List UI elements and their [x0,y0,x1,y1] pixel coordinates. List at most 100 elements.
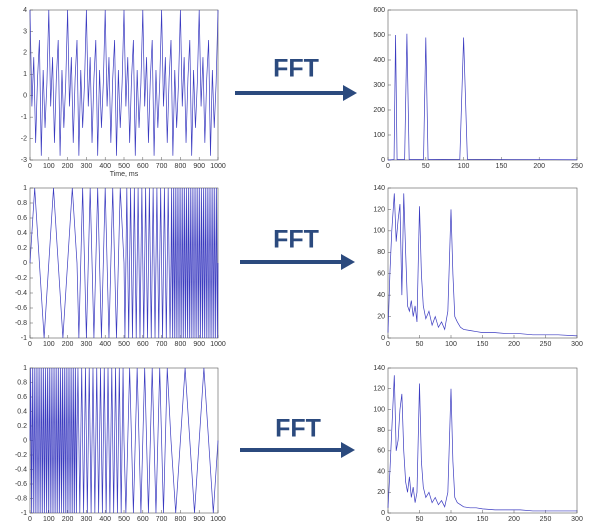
x-tick-label: 0 [386,516,390,523]
y-tick-label: 600 [373,7,385,14]
y-tick-label: 0.4 [17,408,27,415]
x-tick-label: 500 [118,516,130,523]
y-tick-label: 140 [373,365,385,372]
y-tick-label: 0.8 [17,379,27,386]
x-tick-label: 300 [81,516,93,523]
y-tick-label: -0.2 [15,452,27,459]
x-tick-label: 600 [137,341,149,348]
x-tick-label: 50 [422,163,430,170]
fft-label: FFT [273,226,319,254]
y-tick-label: -0.4 [15,290,27,297]
x-tick-label: 200 [508,516,520,523]
y-tick-label: 0.4 [17,230,27,237]
y-tick-label: -1 [21,335,27,342]
y-tick-label: 140 [373,185,385,192]
y-tick-label: -0.4 [15,466,27,473]
signal-line [387,375,577,512]
y-tick-label: 0.6 [17,394,27,401]
x-axis-label: Time, ms [110,171,139,178]
y-tick-label: 0 [381,510,385,517]
y-tick-label: 300 [373,82,385,89]
x-tick-label: 900 [193,516,205,523]
x-tick-label: 900 [193,163,205,170]
x-tick-label: 500 [118,341,130,348]
y-tick-label: 0 [381,335,385,342]
signal-line [29,367,219,514]
y-tick-label: 40 [377,468,385,475]
y-tick-label: 60 [377,448,385,455]
y-tick-label: 20 [377,489,385,496]
x-tick-label: 900 [193,341,205,348]
x-tick-label: 700 [156,341,168,348]
x-tick-label: 100 [43,341,55,348]
plot-frame [387,367,578,514]
y-tick-label: 200 [373,107,385,114]
x-tick-label: 100 [445,516,457,523]
x-tick-label: 100 [458,163,470,170]
signal-line [387,193,578,337]
y-tick-label: -0.6 [15,305,27,312]
x-tick-label: 150 [477,516,489,523]
x-tick-label: 300 [571,516,583,523]
y-tick-label: -0.8 [15,495,27,502]
x-tick-label: 200 [62,516,74,523]
x-tick-label: 1000 [210,341,226,348]
x-tick-label: 400 [99,516,111,523]
x-tick-label: 200 [508,341,520,348]
y-tick-label: 0.8 [17,200,27,207]
y-tick-label: 0 [23,260,27,267]
x-tick-label: 100 [43,516,55,523]
y-tick-label: 4 [23,7,27,14]
x-tick-label: 300 [81,163,93,170]
y-tick-label: -0.8 [15,320,27,327]
y-tick-label: 20 [377,313,385,320]
y-tick-label: 1 [23,71,27,78]
x-tick-label: 50 [416,516,424,523]
y-tick-label: 1 [23,185,27,192]
x-tick-label: 200 [533,163,545,170]
y-tick-label: 0 [23,437,27,444]
arrow [240,254,355,270]
y-tick-label: 100 [373,132,385,139]
x-tick-label: 300 [81,341,93,348]
x-tick-label: 100 [445,341,457,348]
fft-label: FFT [275,415,321,443]
y-tick-label: 400 [373,57,385,64]
x-tick-label: 0 [386,163,390,170]
arrow [235,85,357,101]
x-tick-label: 1000 [210,163,226,170]
arrow [240,442,355,458]
y-tick-label: 0 [381,157,385,164]
y-tick-label: 120 [373,206,385,213]
x-tick-label: 800 [175,341,187,348]
plot-frame [29,9,219,161]
y-tick-label: -1 [21,510,27,517]
x-tick-label: 600 [137,163,149,170]
y-tick-label: 0 [23,93,27,100]
plot-frame [387,9,578,161]
x-tick-label: 0 [28,516,32,523]
x-tick-label: 200 [62,341,74,348]
y-tick-label: 0.6 [17,215,27,222]
x-tick-label: 200 [62,163,74,170]
x-tick-label: 400 [99,163,111,170]
signal-line [387,33,578,161]
x-tick-label: 400 [99,341,111,348]
x-tick-label: 700 [156,516,168,523]
y-tick-label: 100 [373,228,385,235]
y-tick-label: 2 [23,50,27,57]
y-tick-label: 120 [373,386,385,393]
x-tick-label: 1000 [210,516,226,523]
y-tick-label: 1 [23,365,27,372]
y-tick-label: -0.6 [15,481,27,488]
x-tick-label: 100 [43,163,55,170]
y-tick-label: 40 [377,292,385,299]
signal-line [29,9,219,156]
y-tick-label: -3 [21,157,27,164]
y-tick-label: 500 [373,32,385,39]
x-tick-label: 500 [118,163,130,170]
x-tick-label: 0 [28,163,32,170]
x-tick-label: 250 [571,163,583,170]
x-tick-label: 50 [416,341,424,348]
